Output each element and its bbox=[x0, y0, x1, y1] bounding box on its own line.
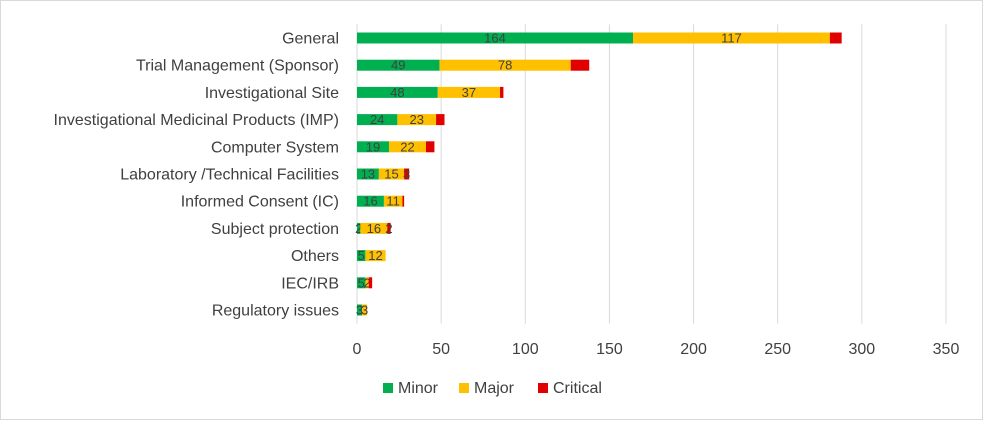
data-label-minor: 19 bbox=[366, 139, 380, 154]
bar-critical bbox=[404, 168, 410, 180]
data-label-minor: 24 bbox=[370, 112, 384, 127]
x-tick-label-0: 0 bbox=[353, 341, 362, 358]
data-label-minor: 16 bbox=[363, 194, 377, 209]
category-label: Investigational Site bbox=[205, 85, 339, 102]
data-label-major: 37 bbox=[462, 85, 476, 100]
x-tick-label-350: 350 bbox=[933, 341, 960, 358]
legend-swatch-minor bbox=[383, 383, 393, 393]
bar-minor bbox=[357, 304, 363, 316]
bar-minor bbox=[357, 114, 398, 126]
bar-major bbox=[360, 222, 388, 234]
data-label-minor: 49 bbox=[391, 58, 405, 73]
bar-major bbox=[362, 304, 368, 316]
bar-minor bbox=[357, 59, 440, 71]
data-label-minor: 5 bbox=[358, 275, 365, 290]
bar-critical bbox=[829, 32, 842, 44]
bar-major bbox=[439, 59, 571, 71]
bar-critical bbox=[425, 141, 435, 153]
data-label-minor: 2 bbox=[355, 221, 362, 236]
bar-major bbox=[437, 86, 501, 98]
category-label: Subject protection bbox=[211, 221, 339, 238]
bar-major bbox=[397, 114, 437, 126]
data-label-major: 23 bbox=[410, 112, 424, 127]
bar-minor bbox=[357, 222, 361, 234]
data-label-major: 2 bbox=[363, 275, 370, 290]
data-label-minor: 5 bbox=[358, 248, 365, 263]
category-label: Trial Management (Sponsor) bbox=[136, 58, 339, 75]
data-label-major: 78 bbox=[498, 58, 512, 73]
bar-critical bbox=[500, 86, 504, 98]
legend-swatch-critical bbox=[538, 383, 548, 393]
bar-minor bbox=[357, 195, 384, 207]
data-label-critical: 3 bbox=[403, 167, 410, 182]
category-label: Informed Consent (IC) bbox=[181, 194, 339, 211]
category-label: General bbox=[282, 31, 339, 48]
x-tick-label-150: 150 bbox=[596, 341, 623, 358]
data-label-major: 16 bbox=[367, 221, 381, 236]
bar-minor bbox=[357, 32, 633, 44]
bar-major bbox=[632, 32, 830, 44]
data-label-minor: 3 bbox=[356, 303, 363, 318]
data-label-minor: 164 bbox=[484, 31, 506, 46]
category-label: Regulatory issues bbox=[212, 303, 339, 320]
bar-critical bbox=[387, 222, 391, 234]
bar-critical bbox=[570, 59, 590, 71]
bar-minor bbox=[357, 86, 438, 98]
legend-label-critical: Critical bbox=[553, 380, 602, 397]
data-label-major: 12 bbox=[368, 248, 382, 263]
data-label-critical: 2 bbox=[385, 221, 392, 236]
x-tick-label-100: 100 bbox=[512, 341, 539, 358]
bar-minor bbox=[357, 168, 379, 180]
category-label: Others bbox=[291, 248, 339, 265]
data-label-minor: 13 bbox=[361, 167, 375, 182]
data-label-major: 3 bbox=[361, 303, 368, 318]
x-tick-label-50: 50 bbox=[432, 341, 450, 358]
legend-label-major: Major bbox=[474, 380, 515, 397]
bar-major bbox=[365, 250, 386, 262]
data-label-major: 11 bbox=[386, 194, 400, 209]
legend-label-minor: Minor bbox=[398, 380, 439, 397]
bar-minor bbox=[357, 250, 366, 262]
data-label-major: 22 bbox=[400, 139, 414, 154]
bar-minor bbox=[357, 141, 389, 153]
data-label-major: 117 bbox=[721, 31, 742, 46]
bar-critical bbox=[368, 277, 373, 289]
category-label: Investigational Medicinal Products (IMP) bbox=[54, 112, 339, 129]
x-tick-label-250: 250 bbox=[764, 341, 791, 358]
x-tick-label-200: 200 bbox=[680, 341, 707, 358]
category-label: IEC/IRB bbox=[281, 275, 339, 292]
bar-critical bbox=[436, 114, 445, 126]
category-label: Laboratory /Technical Facilities bbox=[120, 167, 339, 184]
bar-major bbox=[365, 277, 369, 289]
data-label-major: 15 bbox=[384, 167, 398, 182]
bar-major bbox=[388, 141, 426, 153]
category-label: Computer System bbox=[211, 139, 339, 156]
x-tick-label-300: 300 bbox=[849, 341, 876, 358]
legend-swatch-major bbox=[459, 383, 469, 393]
bar-minor bbox=[357, 277, 366, 289]
bar-major bbox=[378, 168, 405, 180]
bar-critical bbox=[402, 195, 405, 207]
data-label-minor: 48 bbox=[390, 85, 404, 100]
bar-major bbox=[383, 195, 403, 207]
